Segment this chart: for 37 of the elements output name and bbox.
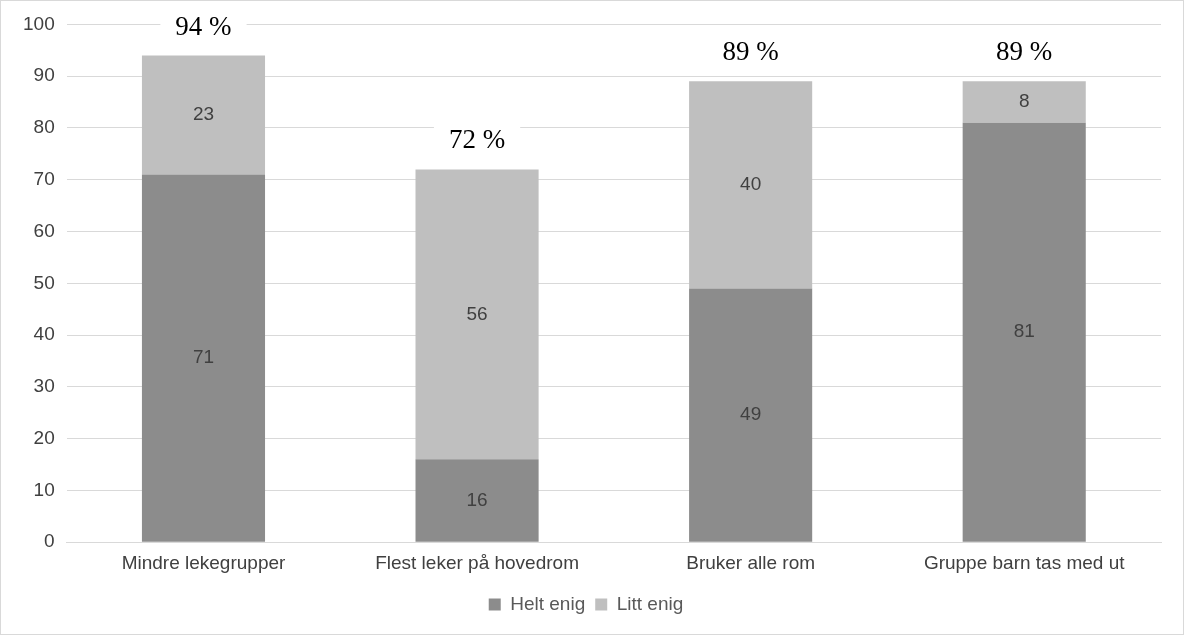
y-tick-label: 100 <box>23 12 55 34</box>
data-label: 8 <box>1018 90 1030 112</box>
data-label: 71 <box>192 346 215 368</box>
bar <box>141 55 266 175</box>
data-label: 56 <box>466 302 488 324</box>
total-label: 89 % <box>722 36 779 67</box>
bar <box>962 122 1086 542</box>
total-label: 72 % <box>448 124 506 155</box>
x-tick-label: Bruker alle rom <box>686 551 816 573</box>
y-tick-label: 30 <box>33 375 55 397</box>
bar <box>689 288 813 542</box>
data-label: 81 <box>1013 320 1035 342</box>
bar <box>415 169 539 460</box>
x-tick-label: Gruppe barn tas med ut <box>923 551 1126 573</box>
data-label: 49 <box>740 403 762 425</box>
data-label: 23 <box>192 103 215 125</box>
y-tick-label: 90 <box>33 64 55 86</box>
x-tick-label: Flest leker på hovedrom <box>375 551 579 573</box>
bar <box>962 81 1086 123</box>
total-label: 89 % <box>996 36 1053 67</box>
data-label: 40 <box>740 173 762 195</box>
data-label: 16 <box>466 488 488 510</box>
bar <box>141 174 266 542</box>
bar <box>415 459 539 542</box>
bar <box>689 81 813 289</box>
y-tick-label: 0 <box>44 530 55 552</box>
y-tick-label: 20 <box>33 426 55 448</box>
y-tick-label: 70 <box>33 167 55 189</box>
y-tick-label: 40 <box>33 323 55 345</box>
total-label: 94 % <box>175 10 232 41</box>
legend-label: Helt enig <box>510 592 586 614</box>
y-tick-label: 10 <box>33 478 55 500</box>
y-tick-label: 80 <box>33 116 55 138</box>
y-tick-label: 60 <box>33 219 55 241</box>
x-tick-label: Mindre lekegrupper <box>121 551 287 573</box>
y-tick-label: 50 <box>33 271 55 293</box>
legend-label: Litt enig <box>616 592 684 614</box>
